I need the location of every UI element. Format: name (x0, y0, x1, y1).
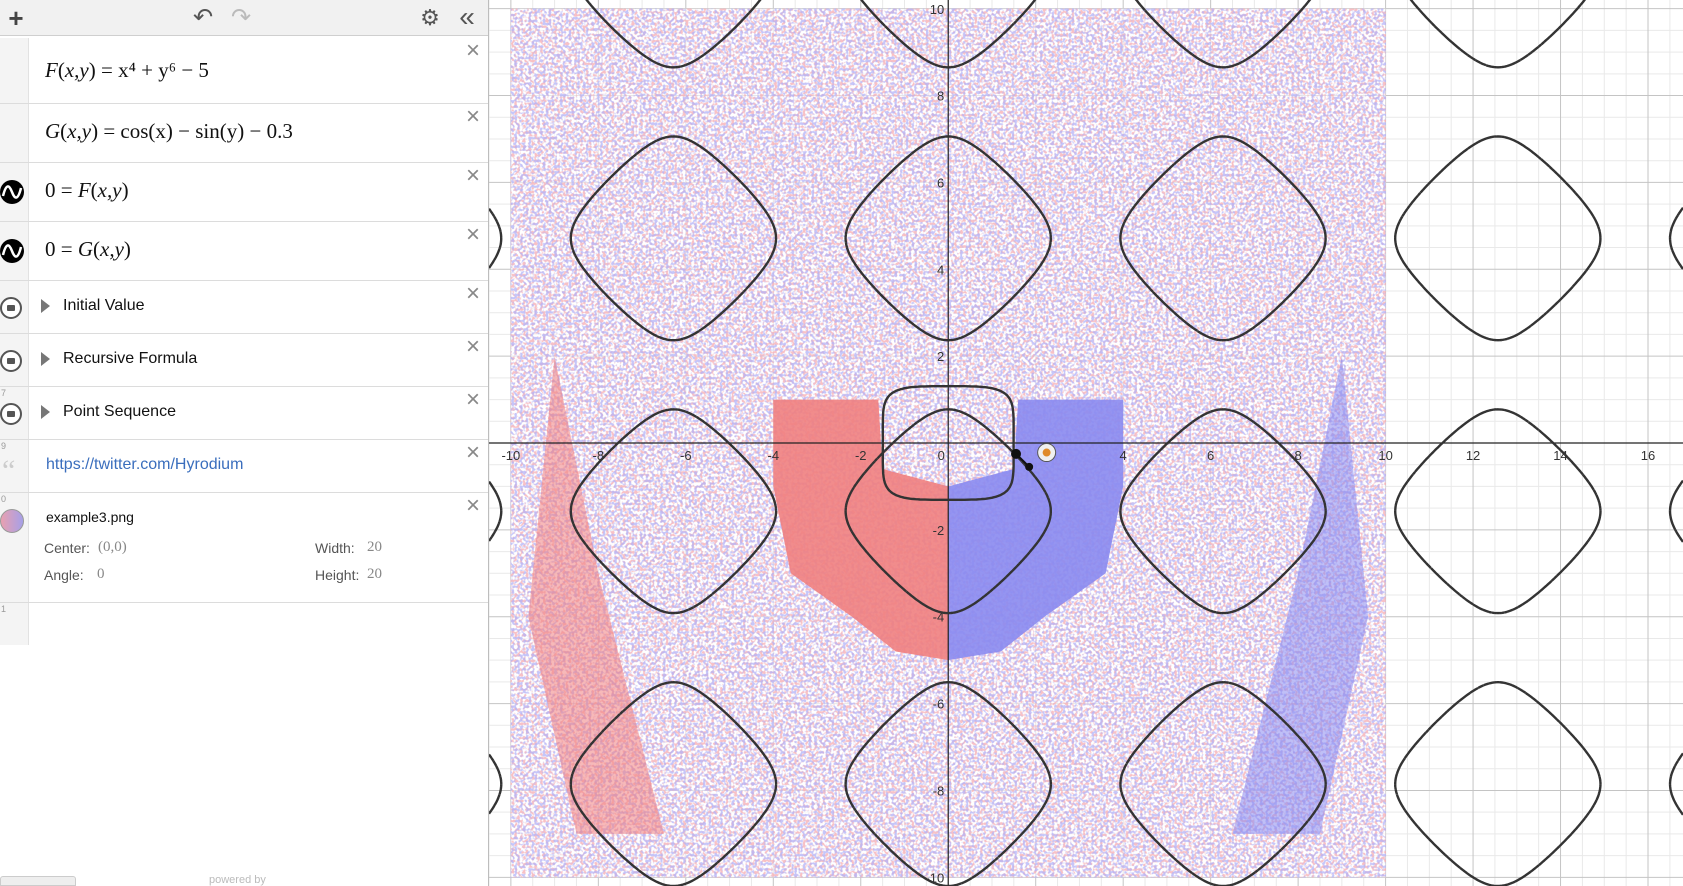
delete-expression-icon[interactable]: × (465, 103, 480, 130)
folder-icon[interactable] (0, 403, 22, 425)
row-gutter (0, 281, 29, 333)
x-tick-label: 16 (1641, 448, 1655, 463)
height-value[interactable]: 20 (367, 566, 382, 582)
folder-icon[interactable] (0, 350, 22, 372)
center-value[interactable]: (0,0) (98, 539, 127, 555)
expand-folder-icon[interactable] (41, 405, 50, 419)
x-tick-label: 10 (1378, 448, 1392, 463)
folder-initial-value[interactable]: Initial Value × (0, 280, 488, 334)
expression-implicit-f-latex[interactable]: 0 = F(x,y) (45, 178, 129, 202)
row-gutter (0, 163, 29, 221)
image-filename[interactable]: example3.png (46, 509, 134, 525)
row-gutter: 7 (0, 387, 29, 439)
note-row[interactable]: 9 “ https://twitter.com/Hyrodium × (0, 439, 488, 493)
row-gutter (0, 222, 29, 280)
image-basin-blue (948, 399, 1124, 661)
row-gutter: 9 “ (0, 440, 29, 492)
settings-gear-icon[interactable]: ⚙ (420, 5, 440, 30)
x-tick-label: 0 (938, 448, 945, 463)
y-tick-label: -2 (933, 523, 945, 538)
row-gutter (0, 104, 29, 162)
y-tick-label: 4 (937, 262, 944, 277)
drag-point-initial[interactable] (1042, 448, 1051, 457)
expression-f-latex[interactable]: F(x,y) = x⁴ + y⁶ − 5 (45, 58, 209, 82)
row-gutter: 0 (0, 493, 29, 602)
expression-list-panel: + ↶ ↷ ⚙ « F(x,y) = x⁴ + y⁶ − 5 × G(x,y) … (0, 0, 489, 886)
folder-recursive-formula[interactable]: Recursive Formula × (0, 333, 488, 387)
image-basin-blue (1232, 356, 1369, 834)
y-tick-labels: 10 8 6 4 2 -2 -4 -6 -8 -10 (925, 2, 944, 885)
image-row[interactable]: 0 example3.png Center: (0,0) Width: 20 A… (0, 492, 488, 603)
row-gutter (0, 38, 29, 103)
width-label: Width: (315, 540, 355, 556)
expression-row-f[interactable]: F(x,y) = x⁴ + y⁶ − 5 × (0, 37, 488, 104)
x-tick-label: -4 (768, 448, 780, 463)
redo-icon[interactable]: ↷ (230, 4, 252, 31)
angle-value[interactable]: 0 (97, 566, 105, 582)
implicit-curve-icon[interactable] (0, 180, 24, 204)
x-tick-label: 8 (1295, 448, 1302, 463)
x-tick-label: 12 (1466, 448, 1480, 463)
undo-icon[interactable]: ↶ (192, 4, 214, 31)
y-tick-label: -6 (933, 697, 945, 712)
image-basin-red (773, 399, 949, 661)
quote-icon: “ (2, 454, 16, 487)
delete-note-icon[interactable]: × (465, 439, 480, 466)
folder-title[interactable]: Point Sequence (63, 403, 176, 420)
new-expression-gutter[interactable]: 1 (0, 603, 29, 645)
y-tick-label: -8 (933, 783, 945, 798)
point-sequence[interactable] (1011, 443, 1057, 471)
center-label: Center: (44, 540, 90, 556)
delete-expression-icon[interactable]: × (465, 221, 480, 248)
expression-row-g[interactable]: G(x,y) = cos(x) − sin(y) − 0.3 × (0, 103, 488, 163)
delete-expression-icon[interactable]: × (465, 37, 480, 64)
image-thumbnail[interactable] (0, 509, 24, 533)
delete-image-icon[interactable]: × (465, 492, 480, 519)
y-tick-label: -4 (933, 610, 945, 625)
image-basin-red (528, 356, 664, 834)
x-tick-labels: -10 -8 -6 -4 -2 0 4 6 8 10 12 14 16 (501, 448, 1655, 463)
delete-folder-icon[interactable]: × (465, 386, 480, 413)
expression-row-implicit-g[interactable]: 0 = G(x,y) × (0, 221, 488, 281)
width-value[interactable]: 20 (367, 539, 382, 555)
expression-toolbar: + ↶ ↷ ⚙ « (0, 0, 488, 36)
height-label: Height: (315, 567, 360, 583)
angle-label: Angle: (44, 567, 84, 583)
y-tick-label: -10 (925, 870, 944, 885)
curve-f-zero (881, 385, 1015, 501)
delete-folder-icon[interactable]: × (465, 333, 480, 360)
y-tick-label: 8 (937, 89, 944, 104)
x-tick-label: -6 (680, 448, 692, 463)
x-tick-label: -10 (501, 448, 520, 463)
folder-icon[interactable] (0, 297, 22, 319)
expand-folder-icon[interactable] (41, 299, 50, 313)
expression-g-latex[interactable]: G(x,y) = cos(x) − sin(y) − 0.3 (45, 119, 293, 143)
y-tick-label: 2 (937, 349, 944, 364)
y-tick-label: 10 (930, 2, 944, 17)
powered-by-footer: powered by (209, 874, 266, 886)
y-tick-label: 6 (937, 175, 944, 190)
x-tick-label: 14 (1553, 448, 1567, 463)
collapse-list-icon[interactable]: « (459, 1, 475, 32)
expression-implicit-g-latex[interactable]: 0 = G(x,y) (45, 237, 131, 261)
folder-title[interactable]: Initial Value (63, 297, 145, 314)
implicit-curve-icon[interactable] (0, 239, 24, 263)
add-item-button[interactable]: + (8, 3, 24, 33)
graph-canvas[interactable]: -10 -8 -6 -4 -2 0 4 6 8 10 12 14 16 108642-2-4-6-8-1… (489, 0, 1683, 886)
keypad-toggle[interactable] (0, 876, 76, 886)
expand-folder-icon[interactable] (41, 352, 50, 366)
note-link[interactable]: https://twitter.com/Hyrodium (46, 456, 244, 473)
x-tick-label: -8 (593, 448, 605, 463)
folder-point-sequence[interactable]: 7 Point Sequence × (0, 386, 488, 440)
delete-folder-icon[interactable]: × (465, 280, 480, 307)
x-tick-label: -2 (855, 448, 867, 463)
axes (489, 0, 1683, 886)
folder-title[interactable]: Recursive Formula (63, 350, 198, 367)
delete-expression-icon[interactable]: × (465, 162, 480, 189)
x-tick-label: 4 (1120, 448, 1127, 463)
row-gutter (0, 334, 29, 386)
sequence-segment (1015, 453, 1030, 468)
x-tick-label: 6 (1207, 448, 1214, 463)
expression-row-implicit-f[interactable]: 0 = F(x,y) × (0, 162, 488, 222)
